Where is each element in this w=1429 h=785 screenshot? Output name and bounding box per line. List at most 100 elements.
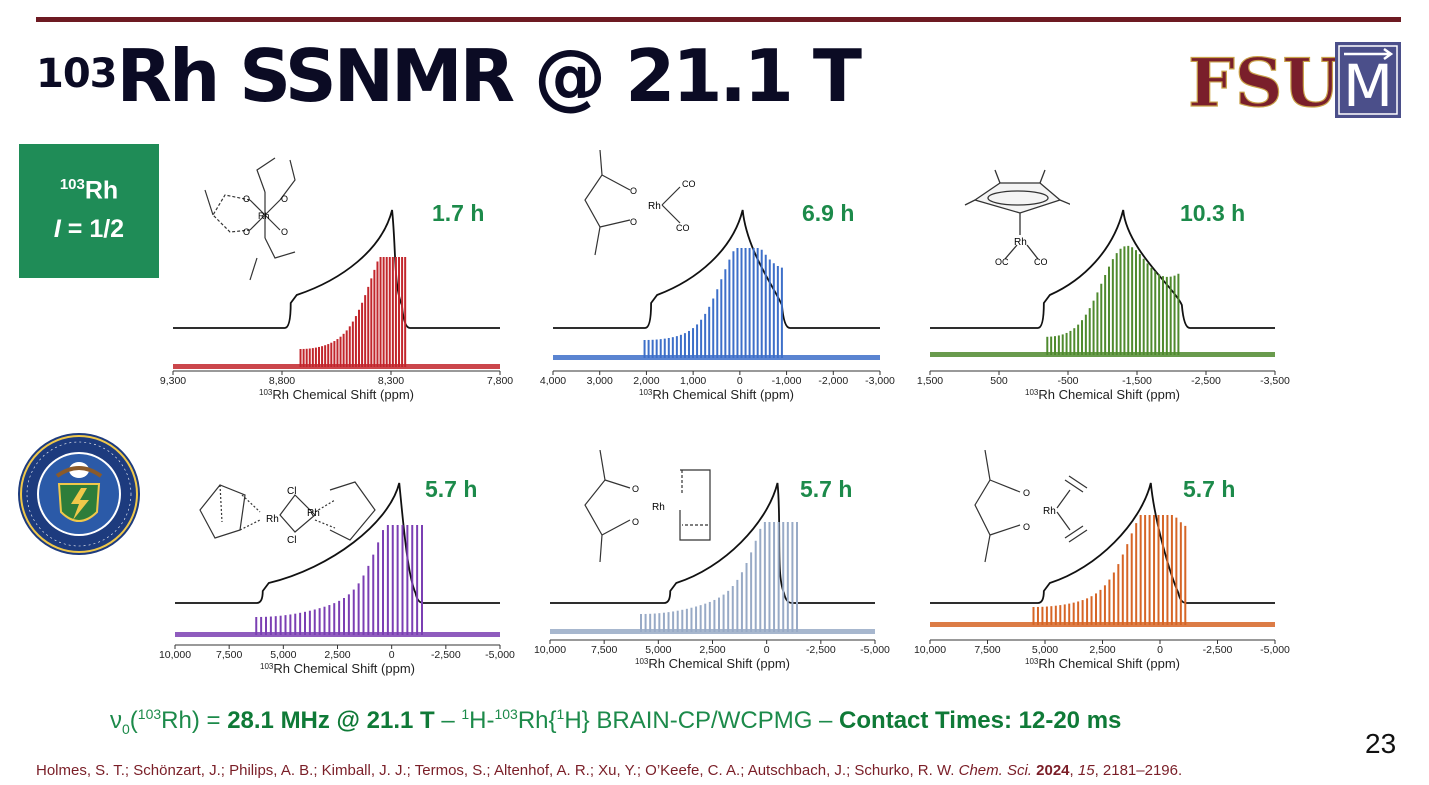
x-tick-label: 9,300 — [160, 375, 186, 387]
x-axis-title: 103Rh Chemical Shift (ppm) — [259, 387, 414, 402]
x-tick-label: -5,000 — [1260, 644, 1290, 656]
svg-text:OC: OC — [995, 257, 1009, 267]
x-tick-label: 4,000 — [540, 375, 566, 387]
x-tick-label: -2,500 — [1191, 375, 1221, 387]
x-tick-label: -2,000 — [818, 375, 848, 387]
noise-baseline — [553, 355, 880, 360]
svg-text:Rh: Rh — [1014, 237, 1027, 248]
x-tick-label: 0 — [737, 375, 743, 387]
contact-times: Contact Times: 12-20 ms — [839, 707, 1122, 734]
x-axis-title: 103Rh Chemical Shift (ppm) — [639, 387, 794, 402]
x-tick-label: 1,500 — [917, 375, 943, 387]
molecule-rh-acac-cod: Rh O O — [584, 450, 711, 563]
spectrum-panel: 10,000 7,500 5,000 2,500 0 -2,500 -5,000 103Rh … — [914, 482, 1290, 671]
simulated-spectrum-line — [930, 209, 1275, 329]
x-tick-label: -5,000 — [860, 644, 890, 656]
x-tick-label: -500 — [1057, 375, 1078, 387]
isotope-label: 103Rh — [59, 176, 119, 205]
svg-text:O: O — [243, 194, 250, 204]
x-tick-label: 7,500 — [974, 644, 1000, 656]
x-tick-label: -5,000 — [485, 649, 515, 661]
spectrum-panel: 9,300 8,800 8,300 7,800 103Rh Chemical Shift… — [160, 209, 513, 402]
x-tick-label: 500 — [990, 375, 1008, 387]
doe-seal-logo — [18, 433, 140, 555]
experimental-spikelets — [1032, 515, 1187, 625]
svg-text:O: O — [281, 194, 288, 204]
acquisition-time: 10.3 h — [1180, 200, 1246, 226]
svg-text:Rh: Rh — [266, 514, 279, 525]
x-tick-label: 5,000 — [270, 649, 296, 661]
svg-text:O: O — [632, 517, 639, 527]
x-tick-label: 3,000 — [587, 375, 613, 387]
spectrum-panel: 10,000 7,500 5,000 2,500 0 -2,500 -5,000 103Rh … — [534, 482, 890, 671]
x-tick-label: 10,000 — [159, 649, 191, 661]
simulated-spectrum-line — [553, 209, 880, 329]
svg-text:O: O — [1023, 488, 1030, 498]
noise-baseline — [930, 622, 1275, 627]
x-tick-label: -3,500 — [1260, 375, 1290, 387]
svg-text:O: O — [632, 484, 639, 494]
x-tick-label: 5,000 — [1032, 644, 1058, 656]
x-tick-label: 10,000 — [534, 644, 566, 656]
simulated-spectrum-line — [930, 482, 1275, 604]
slide-title: 103Rh SSNMR @ 21.1 T — [36, 40, 862, 112]
x-tick-label: 2,500 — [324, 649, 350, 661]
isotope-info-box: 103Rh I = 1/2 — [19, 144, 159, 278]
svg-text:CO: CO — [682, 179, 696, 189]
x-tick-label: 7,500 — [591, 644, 617, 656]
spectrum-panel: 4,000 3,000 2,000 1,000 0 -1,000 -2,000 -3,000 1… — [540, 209, 895, 402]
x-tick-label: -2,500 — [1203, 644, 1233, 656]
noise-baseline — [930, 352, 1275, 357]
x-tick-label: 0 — [764, 644, 770, 656]
x-tick-label: 2,500 — [1089, 644, 1115, 656]
svg-text:O: O — [630, 186, 637, 196]
x-tick-label: 2,500 — [699, 644, 725, 656]
x-tick-label: -1,000 — [772, 375, 802, 387]
spectrum-panel: 10,000 7,500 5,000 2,500 0 -2,500 -5,000 103Rh … — [159, 482, 515, 676]
svg-text:Rh: Rh — [652, 502, 665, 513]
x-tick-label: 0 — [389, 649, 395, 661]
svg-text:O: O — [630, 217, 637, 227]
acquisition-time: 5.7 h — [425, 476, 478, 502]
molecule-rh-acac-co2: Rh CO CO O O — [584, 149, 696, 256]
x-tick-label: 7,800 — [487, 375, 513, 387]
x-tick-label: 2,000 — [633, 375, 659, 387]
noise-baseline — [550, 629, 875, 634]
noise-baseline — [175, 632, 500, 637]
title-text: Rh SSNMR @ 21.1 T — [116, 34, 863, 118]
x-axis-title: 103Rh Chemical Shift (ppm) — [260, 661, 415, 676]
svg-text:Rh: Rh — [307, 508, 320, 519]
x-tick-label: -1,500 — [1122, 375, 1152, 387]
svg-text:FSU: FSU — [1188, 44, 1340, 118]
x-tick-label: 8,800 — [269, 375, 295, 387]
larmor-frequency: 28.1 MHz @ 21.1 T — [227, 707, 435, 734]
svg-text:Rh: Rh — [1043, 506, 1056, 517]
experimental-spikelets — [643, 248, 783, 358]
x-tick-label: 8,300 — [378, 375, 404, 387]
x-axis-title: 103Rh Chemical Shift (ppm) — [1025, 387, 1180, 402]
svg-text:CO: CO — [676, 223, 690, 233]
spin-label: I = 1/2 — [53, 215, 125, 244]
svg-text:CO: CO — [1034, 257, 1048, 267]
noise-baseline — [173, 364, 500, 369]
x-tick-label: 10,000 — [914, 644, 946, 656]
svg-text:O: O — [281, 227, 288, 237]
molecule-rh-nbd-cl-dimer: Rh Rh Cl Cl — [199, 481, 376, 546]
molecule-rh-acac3: Rh O O O O — [204, 157, 296, 281]
experimental-spikelets — [1046, 245, 1180, 355]
molecule-rh-acac-ethylene2: Rh O O — [974, 450, 1088, 563]
x-tick-label: -2,500 — [806, 644, 836, 656]
citation: Holmes, S. T.; Schönzart, J.; Philips, A… — [36, 762, 1183, 779]
x-tick-label: -2,500 — [431, 649, 461, 661]
experimental-spikelets — [640, 522, 798, 632]
acquisition-time: 5.7 h — [800, 476, 853, 502]
acquisition-time: 1.7 h — [432, 200, 485, 226]
svg-text:Cl: Cl — [287, 486, 296, 497]
svg-text:Rh: Rh — [258, 211, 270, 221]
x-tick-label: 7,500 — [216, 649, 242, 661]
title-isotope: 103 — [36, 51, 117, 97]
top-rule — [36, 17, 1401, 22]
x-tick-label: -3,000 — [865, 375, 895, 387]
molecule-cp-rh-co2: Rh OC CO — [964, 169, 1070, 267]
experimental-spikelets — [299, 257, 407, 367]
